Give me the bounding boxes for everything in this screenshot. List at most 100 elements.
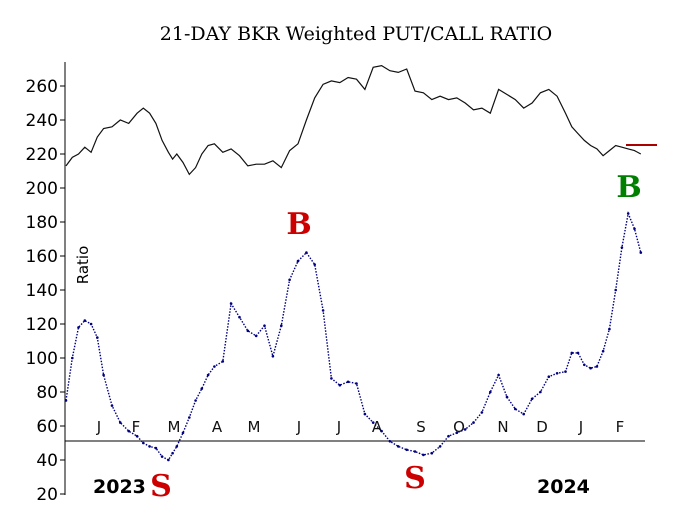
ratio-point xyxy=(489,390,492,394)
y-tick-label: 20 xyxy=(36,485,58,505)
ratio-point xyxy=(221,360,225,363)
y-tick-label: 60 xyxy=(36,417,58,437)
month-label: M xyxy=(168,418,181,436)
ratio-point xyxy=(608,327,611,331)
ratio-point xyxy=(246,329,250,333)
year-label-2024: 2024 xyxy=(537,476,590,498)
ratio-point xyxy=(555,372,559,375)
ratio-point xyxy=(160,455,164,458)
ratio-point xyxy=(564,370,567,373)
ratio-point xyxy=(127,429,130,433)
ratio-point xyxy=(371,421,375,424)
ratio-point xyxy=(200,387,204,390)
ratio-point xyxy=(430,451,434,455)
ratio-point xyxy=(530,397,534,401)
ratio-point xyxy=(505,395,509,399)
ratio-point xyxy=(522,412,525,416)
signal-b-june: B xyxy=(286,207,311,242)
ratio-point xyxy=(363,412,367,416)
ratio-point xyxy=(614,288,617,292)
month-label: N xyxy=(497,418,508,436)
ratio-point xyxy=(583,363,586,367)
y-tick-label: 240 xyxy=(26,111,58,131)
month-label: A xyxy=(212,418,223,436)
ratio-point xyxy=(346,380,350,384)
y-tick-label: 160 xyxy=(26,247,58,267)
ratio-point xyxy=(89,322,93,326)
ratio-point xyxy=(171,451,174,455)
ratio-point xyxy=(576,351,580,355)
ratio-series xyxy=(64,211,643,462)
ratio-point xyxy=(154,446,158,450)
ratio-point xyxy=(497,373,500,377)
y-tick-label: 80 xyxy=(36,383,58,403)
ratio-point xyxy=(355,382,358,385)
ratio-point xyxy=(167,458,170,462)
ratio-point xyxy=(213,365,216,368)
ratio-point xyxy=(263,324,266,328)
y-axis-ticks: 20 40 60 80 100 120 140 160 180 200 220 240 260 xyxy=(26,77,65,505)
month-label: J xyxy=(336,418,341,436)
ratio-point xyxy=(206,373,210,377)
month-label: J xyxy=(96,418,101,436)
month-label: S xyxy=(416,418,426,436)
ratio-point xyxy=(296,259,300,263)
ratio-point xyxy=(238,315,241,319)
ratio-point xyxy=(514,407,517,411)
ratio-point xyxy=(547,375,551,379)
ratio-point xyxy=(313,263,317,266)
ratio-point xyxy=(463,428,467,431)
ratio-point xyxy=(620,246,624,249)
ratio-point xyxy=(305,251,308,254)
year-label-2023: 2023 xyxy=(93,476,146,498)
ratio-point xyxy=(321,309,325,312)
ratio-point xyxy=(338,383,342,387)
price-series xyxy=(65,64,642,176)
signal-b-february: B xyxy=(616,170,641,205)
ratio-point xyxy=(77,326,80,329)
ratio-point xyxy=(413,450,417,453)
ratio-point xyxy=(405,448,409,452)
month-label: M xyxy=(248,418,261,436)
ratio-point xyxy=(422,453,425,457)
ratio-point xyxy=(639,251,643,254)
month-label: D xyxy=(536,418,548,436)
y-tick-label: 100 xyxy=(26,349,58,369)
ratio-point xyxy=(64,399,68,402)
y-tick-label: 140 xyxy=(26,281,58,301)
ratio-point xyxy=(447,434,450,438)
ratio-point xyxy=(271,355,275,358)
ratio-point xyxy=(455,431,459,435)
ratio-point xyxy=(288,278,291,282)
ratio-point xyxy=(142,441,145,445)
ratio-point xyxy=(539,390,542,394)
ratio-point xyxy=(102,373,105,377)
ratio-point xyxy=(181,431,185,435)
ratio-point xyxy=(380,429,383,433)
ratio-point xyxy=(188,416,191,419)
ratio-point xyxy=(595,365,599,368)
ratio-point xyxy=(229,302,233,305)
y-axis-label: Ratio xyxy=(74,246,92,285)
y-tick-label: 120 xyxy=(26,315,58,335)
ratio-point xyxy=(601,349,605,353)
ratio-point xyxy=(397,445,400,448)
month-label: J xyxy=(578,418,583,436)
ratio-point xyxy=(135,434,139,438)
chart-title: 21-DAY BKR Weighted PUT/CALL RATIO xyxy=(160,23,552,45)
ratio-point xyxy=(194,399,197,402)
ratio-point xyxy=(570,351,574,355)
signal-s-march: S xyxy=(150,469,172,504)
ratio-point xyxy=(148,445,151,448)
ratio-point xyxy=(71,356,74,360)
ratio-point xyxy=(83,319,87,322)
signal-s-september: S xyxy=(404,461,426,496)
ratio-point xyxy=(472,421,475,424)
ratio-point xyxy=(480,411,484,414)
ratio-line xyxy=(65,211,642,461)
month-label: F xyxy=(616,418,625,436)
ratio-point xyxy=(280,324,283,328)
ratio-point xyxy=(438,445,442,448)
